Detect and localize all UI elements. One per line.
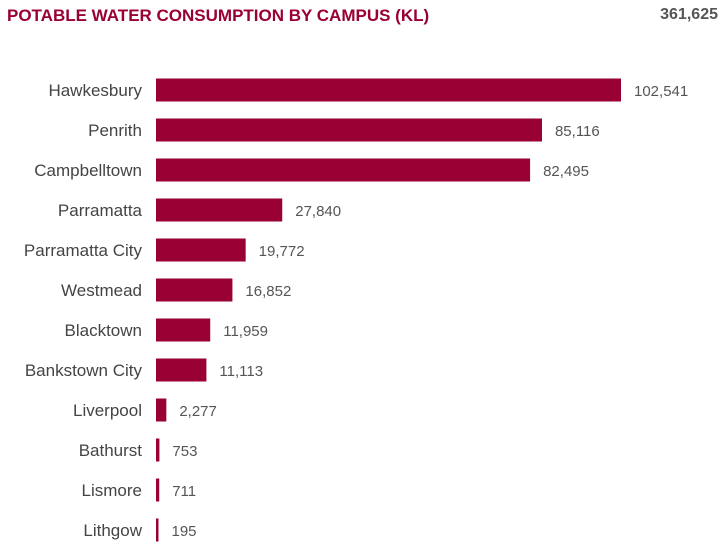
bar (156, 438, 160, 462)
category-label: Westmead (61, 281, 142, 300)
bar (156, 78, 621, 102)
value-label: 102,541 (634, 83, 688, 100)
value-label: 27,840 (295, 203, 341, 220)
value-label: 19,772 (259, 243, 305, 260)
category-label: Lismore (82, 481, 142, 500)
value-label: 85,116 (555, 123, 600, 140)
value-label: 2,277 (179, 403, 217, 420)
bar (156, 238, 246, 262)
bar (156, 398, 167, 422)
value-label: 16,852 (245, 283, 291, 300)
bar (156, 118, 542, 142)
value-label: 195 (172, 523, 197, 540)
bar (156, 318, 211, 342)
value-label: 711 (172, 483, 196, 500)
bar (156, 158, 531, 182)
category-label: Blacktown (65, 321, 142, 340)
value-label: 82,495 (543, 163, 589, 180)
bar (156, 518, 159, 542)
bar (156, 478, 160, 502)
chart-title: POTABLE WATER CONSUMPTION BY CAMPUS (KL) (7, 6, 430, 25)
value-label: 753 (172, 443, 197, 460)
category-label: Liverpool (73, 401, 142, 420)
category-label: Bathurst (79, 441, 143, 460)
category-label: Penrith (88, 121, 142, 140)
category-label: Campbelltown (34, 161, 142, 180)
total-value: 361,625 (660, 6, 718, 23)
bar (156, 358, 207, 382)
category-label: Parramatta City (24, 241, 143, 260)
bars-group: Hawkesbury 102,541 Penrith 85,116 Campbellto… (24, 78, 688, 542)
bar (156, 198, 283, 222)
category-label: Hawkesbury (48, 81, 142, 100)
category-label: Lithgow (83, 521, 142, 540)
value-label: 11,113 (219, 363, 263, 380)
value-label: 11,959 (223, 323, 268, 340)
bar (156, 278, 233, 302)
category-label: Parramatta (58, 201, 143, 220)
category-label: Bankstown City (25, 361, 143, 380)
